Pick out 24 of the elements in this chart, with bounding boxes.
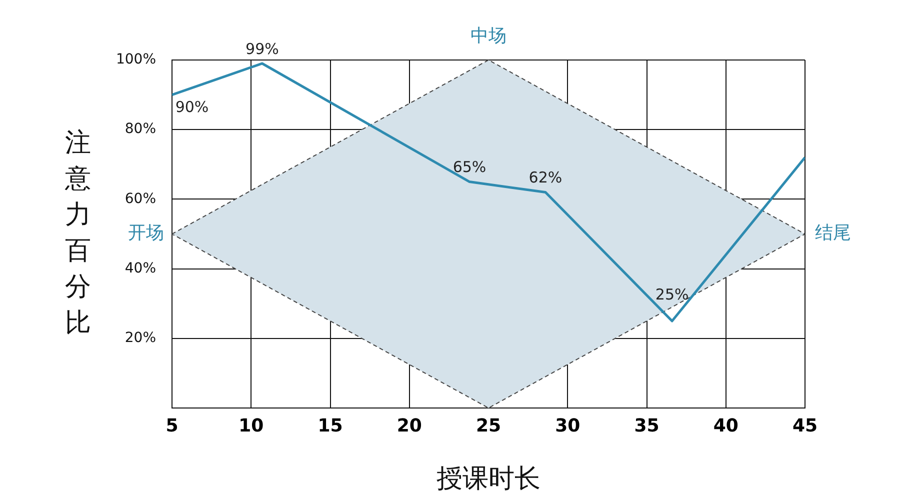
y-tick-label: 40% <box>124 260 156 276</box>
y-tick-label: 100% <box>116 52 156 68</box>
x-tick-label: 40 <box>713 415 738 436</box>
y-tick-label: 80% <box>124 121 156 138</box>
x-tick-label: 35 <box>634 415 660 436</box>
annotation: 中场 <box>470 26 506 47</box>
x-tick-label: 10 <box>238 415 264 436</box>
x-axis-title: 授课时长 <box>436 464 540 494</box>
x-tick-label: 5 <box>166 415 178 436</box>
x-tick-label: 20 <box>396 415 422 436</box>
data-label: 25% <box>655 285 689 304</box>
x-tick-label: 25 <box>476 415 502 436</box>
y-tick-label: 60% <box>124 190 156 207</box>
x-tick-label: 45 <box>792 415 818 436</box>
y-axis-title: 注意力百分比 <box>64 128 91 338</box>
data-label: 90% <box>175 98 209 116</box>
x-tick-label: 30 <box>555 415 580 436</box>
data-label: 62% <box>528 168 562 187</box>
x-tick-label: 15 <box>318 415 343 436</box>
annotation: 结尾 <box>815 222 851 244</box>
data-label: 99% <box>246 40 279 58</box>
data-label: 65% <box>452 158 486 176</box>
y-tick-label: 20% <box>124 330 156 346</box>
annotation: 开场 <box>128 222 164 244</box>
